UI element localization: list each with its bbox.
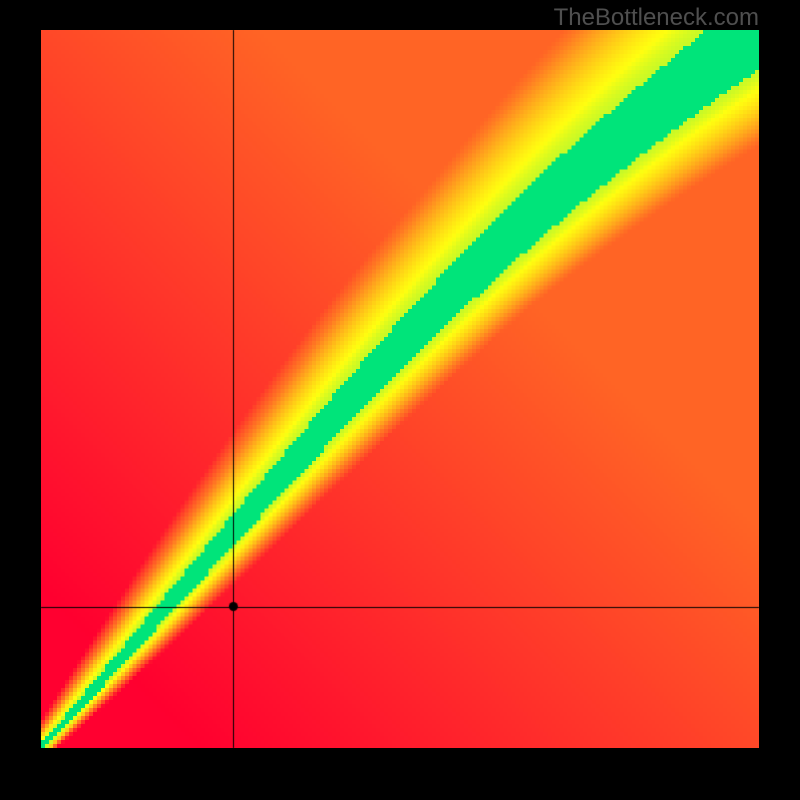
chart-container: TheBottleneck.com: [0, 0, 800, 800]
watermark-text: TheBottleneck.com: [554, 4, 759, 32]
overlay-canvas: [0, 0, 800, 800]
